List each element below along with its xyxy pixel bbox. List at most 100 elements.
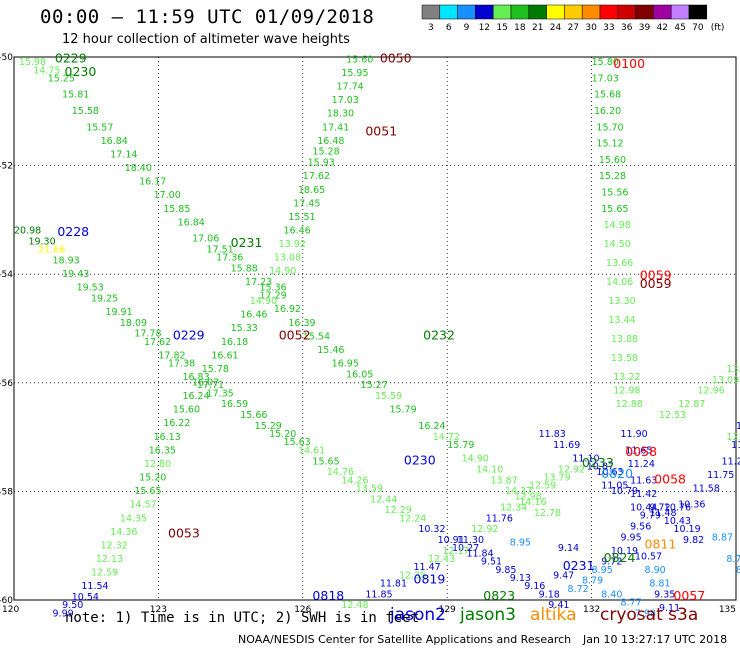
pass-time-label: 0100 (613, 56, 645, 71)
wave-height-value: 14.06 (606, 277, 633, 288)
wave-height-value: 15.60 (599, 155, 626, 166)
wave-height-value: 13.79 (543, 473, 570, 484)
wave-height-value: 11.10 (572, 454, 599, 465)
wave-height-value: 11.42 (630, 489, 657, 500)
wave-height-value: 16.84 (178, 217, 205, 228)
wave-height-value: 15.20 (139, 473, 166, 484)
wave-height-value: 13.44 (608, 315, 635, 326)
wave-height-value: 10.76 (664, 502, 691, 513)
pass-time-label: 0057 (673, 588, 705, 603)
pass-time-label: 0229 (55, 50, 87, 65)
wave-height-value: 9.13 (510, 573, 531, 584)
wave-height-value: 9.72 (601, 557, 622, 568)
wave-height-value: 14.57 (130, 500, 157, 511)
wave-height-value: 8.40 (601, 589, 622, 600)
wave-height-value: 19.43 (62, 269, 89, 280)
wave-height-value: 12.35 (399, 570, 426, 581)
wave-height-value: 9.51 (481, 557, 502, 568)
wave-height-value: 14.75 (33, 65, 60, 76)
wave-height-value: 9.16 (524, 581, 545, 592)
wave-height-value: 12.53 (659, 410, 686, 421)
wave-height-value: 17.03 (592, 73, 619, 84)
wave-height-value: 15.78 (202, 364, 229, 375)
legend-label: 30 (585, 23, 597, 33)
wave-height-value: 8.95 (592, 565, 613, 576)
wave-height-value: 14.26 (341, 475, 368, 486)
legend-label: 15 (496, 23, 507, 33)
pass-time-label: 0231 (563, 558, 595, 573)
wave-height-value: 12.48 (341, 600, 368, 611)
pass-time-label: 0059 (640, 268, 672, 283)
footer-note: note: 1) Time is in UTC; 2) SWH is in fe… (65, 610, 420, 626)
wave-height-value: 17.00 (154, 190, 181, 201)
wave-height-value: 19.30 (28, 236, 55, 247)
wave-height-value: 20.98 (14, 225, 41, 236)
wave-height-value: 17.45 (293, 198, 320, 209)
lat-label: -52 (0, 162, 13, 172)
legend-label: 70 (692, 23, 704, 33)
lat-label: -56 (0, 379, 13, 389)
wave-height-value: 15.85 (163, 204, 190, 215)
pass-time-label: 0058 (625, 444, 657, 459)
wave-height-value: 15.79 (389, 405, 416, 416)
page-subtitle: 12 hour collection of altimeter wave hei… (62, 32, 350, 47)
track-t4: 15.80 17.03 15.68 16.20 15.70 15.12 15.60 15.28… (592, 57, 643, 410)
wave-height-value: 17.38 (168, 359, 195, 370)
wave-height-value: 15.58 (72, 106, 99, 117)
wave-height-value: 18.09 (120, 318, 147, 329)
wave-height-value: 18.65 (298, 185, 325, 196)
wave-height-value: 10.44 (630, 502, 657, 513)
pass-time-label: 0058 (654, 471, 686, 486)
wave-height-value: 12.96 (697, 386, 724, 397)
wave-height-value: 17.14 (110, 149, 137, 160)
satellite-label-cryosat: cryosat s3a (600, 605, 699, 625)
wave-height-value: 12.17 (442, 546, 469, 557)
wave-height-value: 11.30 (457, 535, 484, 546)
wave-height-value: 16.46 (284, 225, 311, 236)
wave-height-value: 11.83 (539, 429, 566, 440)
wave-height-value: 14.35 (120, 513, 147, 524)
pass-time-label: 0229 (173, 327, 205, 342)
wave-height-value: 12.24 (399, 513, 426, 524)
wave-height-value: 11.24 (628, 459, 655, 470)
wave-height-value: 15.33 (231, 323, 258, 334)
wave-height-value: 9.99 (53, 608, 74, 619)
wave-height-value: 14.36 (110, 527, 137, 538)
wave-height-value: 12.79 (726, 432, 740, 443)
wave-height-value: 17.62 (303, 171, 330, 182)
wave-height-value: 17.82 (158, 350, 185, 361)
lon-label: 120 (2, 605, 19, 615)
wave-height-value: 16.24 (418, 421, 445, 432)
wave-height-value: 13.66 (606, 258, 633, 269)
pass-time-label: 0230 (404, 452, 436, 467)
lon-label: 135 (719, 605, 736, 615)
wave-height-value: 17.35 (207, 388, 234, 399)
wave-height-value: 8.81 (649, 578, 670, 589)
wave-height-value: 11.85 (365, 589, 392, 600)
wave-height-value: 18.40 (125, 163, 152, 174)
wave-height-value: 9.35 (654, 589, 675, 600)
wave-height-value: 15.63 (284, 437, 311, 448)
wave-height-value: 10.54 (72, 592, 99, 603)
legend-label: 6 (446, 23, 452, 33)
wave-height-value: 16.13 (154, 432, 181, 443)
wave-height-value: 8.73 (726, 554, 740, 565)
wave-height-value: 15.65 (601, 204, 628, 215)
wave-height-value: 9.47 (553, 570, 574, 581)
wave-height-value: 9.14 (558, 543, 579, 554)
wave-height-value: 11.48 (649, 508, 676, 519)
wave-height-value: 10.79 (611, 486, 638, 497)
wave-height-value: 8.90 (645, 565, 666, 576)
legend-label: 36 (621, 23, 633, 33)
wave-height-value: 14.72 (433, 432, 460, 443)
wave-height-value: 15.98 (19, 57, 46, 68)
pass-time-label: 0050 (380, 50, 412, 65)
wave-height-value: 12.29 (385, 505, 412, 516)
wave-height-value: 11.69 (553, 440, 580, 451)
satellite-label-jason3: jason3 (460, 605, 516, 625)
legend-unit: (ft) (711, 23, 725, 33)
wave-height-value: 17.06 (192, 234, 219, 245)
